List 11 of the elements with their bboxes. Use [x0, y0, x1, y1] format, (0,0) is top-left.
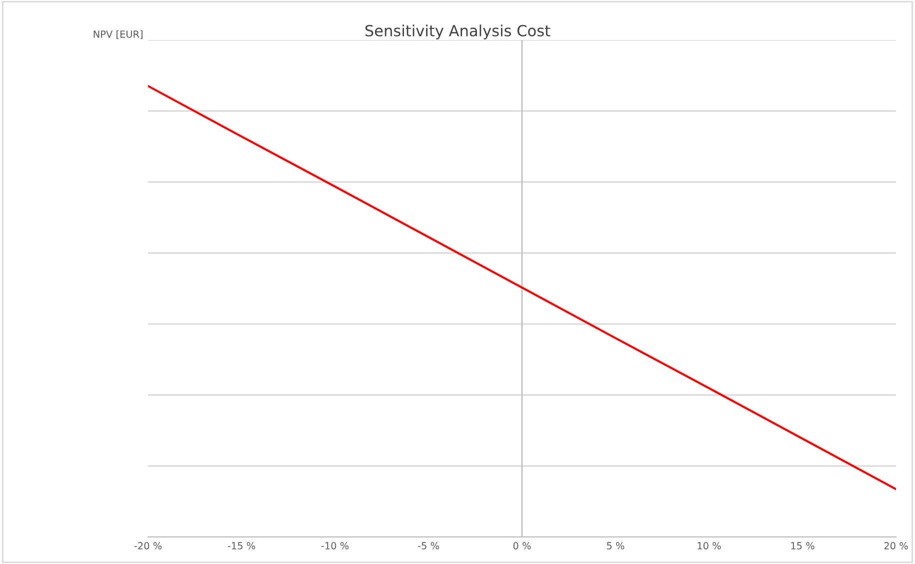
x-tick-label: 20 %	[884, 542, 908, 550]
x-tick-label: -20 %	[134, 542, 162, 550]
y-axis-title: NPV [EUR]	[94, 30, 142, 39]
x-tick-label: 0 %	[513, 542, 531, 550]
x-tick-label: -15 %	[228, 542, 256, 550]
x-tick-label: -10 %	[321, 542, 349, 550]
x-tick-label: 15 %	[791, 542, 814, 550]
x-tick-label: 10 %	[698, 542, 721, 550]
x-tick-label: -5 %	[418, 542, 439, 550]
x-tick-label: 5 %	[606, 542, 624, 550]
chart-title: Sensitivity Analysis Cost	[365, 24, 550, 40]
